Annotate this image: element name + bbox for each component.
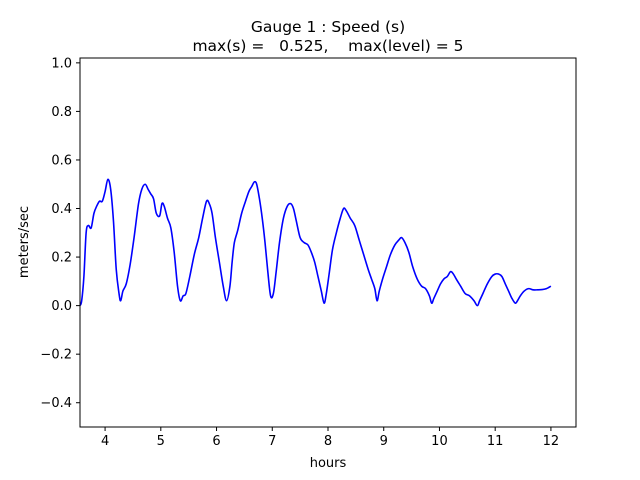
plot-area <box>79 178 552 307</box>
x-tick-label: 4 <box>101 434 109 449</box>
plot-frame <box>79 57 577 428</box>
y-axis-label: meters/sec <box>17 206 32 278</box>
x-tick-label: 12 <box>543 434 560 449</box>
chart-subtitle: max(s) = 0.525, max(level) = 5 <box>192 37 463 55</box>
y-tick-label: −0.4 <box>40 396 72 411</box>
y-tick-label: −0.2 <box>40 348 72 363</box>
y-tick-label: 0.0 <box>51 299 72 314</box>
axes-ticks: 4 5 6 7 8 9 10 11 12 −0.4 −0.2 0.0 0.2 0.4 0.6 0.8 1.0 <box>40 56 559 449</box>
x-tick-label: 7 <box>268 434 276 449</box>
x-tick-label: 8 <box>324 434 332 449</box>
y-tick-label: 1.0 <box>51 56 72 71</box>
y-tick-label: 0.4 <box>51 202 72 217</box>
x-tick-label: 11 <box>487 434 504 449</box>
series-line-speed <box>79 178 552 307</box>
x-axis-label: hours <box>310 456 347 471</box>
y-tick-label: 0.6 <box>51 153 72 168</box>
x-tick-label: 10 <box>431 434 448 449</box>
x-tick-label: 9 <box>380 434 388 449</box>
chart-title: Gauge 1 : Speed (s) <box>251 18 405 36</box>
x-tick-label: 6 <box>212 434 220 449</box>
x-tick-label: 5 <box>157 434 165 449</box>
y-tick-label: 0.8 <box>51 105 72 120</box>
y-tick-label: 0.2 <box>51 251 72 266</box>
